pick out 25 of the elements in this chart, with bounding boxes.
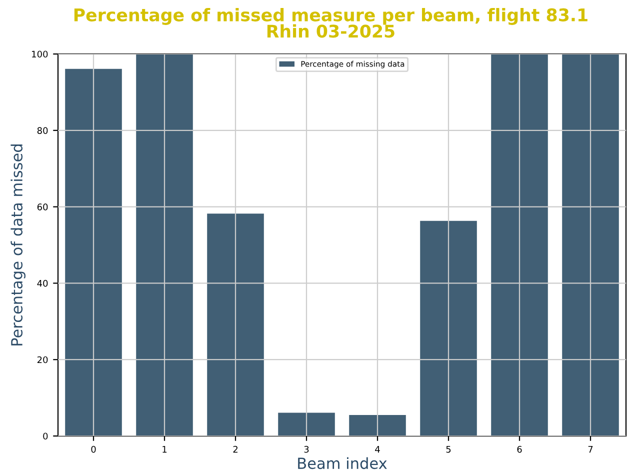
bar <box>491 54 548 436</box>
bar <box>65 68 122 436</box>
x-tick-label: 6 <box>517 446 522 453</box>
x-tick-label: 3 <box>304 446 309 453</box>
bar <box>136 54 193 436</box>
bar <box>349 414 406 436</box>
bar <box>278 412 335 436</box>
chart-title: Percentage of missed measure per beam, flight 83.1 Rhin 03-2025 <box>74 8 588 38</box>
bar <box>420 220 477 436</box>
y-axis-title: Percentage of data missed <box>10 144 26 346</box>
bar <box>562 54 619 436</box>
y-tick-label: 0 <box>43 432 48 440</box>
x-tick-label: 7 <box>588 446 593 453</box>
y-tick-label: 80 <box>37 127 48 134</box>
x-tick-label: 1 <box>162 446 167 453</box>
x-tick-label: 2 <box>233 446 238 453</box>
x-tick-label: 0 <box>91 446 96 453</box>
x-tick-label: 4 <box>375 446 380 453</box>
y-tick-label: 60 <box>37 204 48 210</box>
y-tick-label: 40 <box>37 280 48 287</box>
x-axis-title: Beam index <box>298 457 387 470</box>
y-tick-label: 100 <box>32 50 48 58</box>
x-tick-label: 5 <box>446 446 451 453</box>
bar <box>207 214 264 436</box>
y-tick-label: 20 <box>37 356 48 364</box>
